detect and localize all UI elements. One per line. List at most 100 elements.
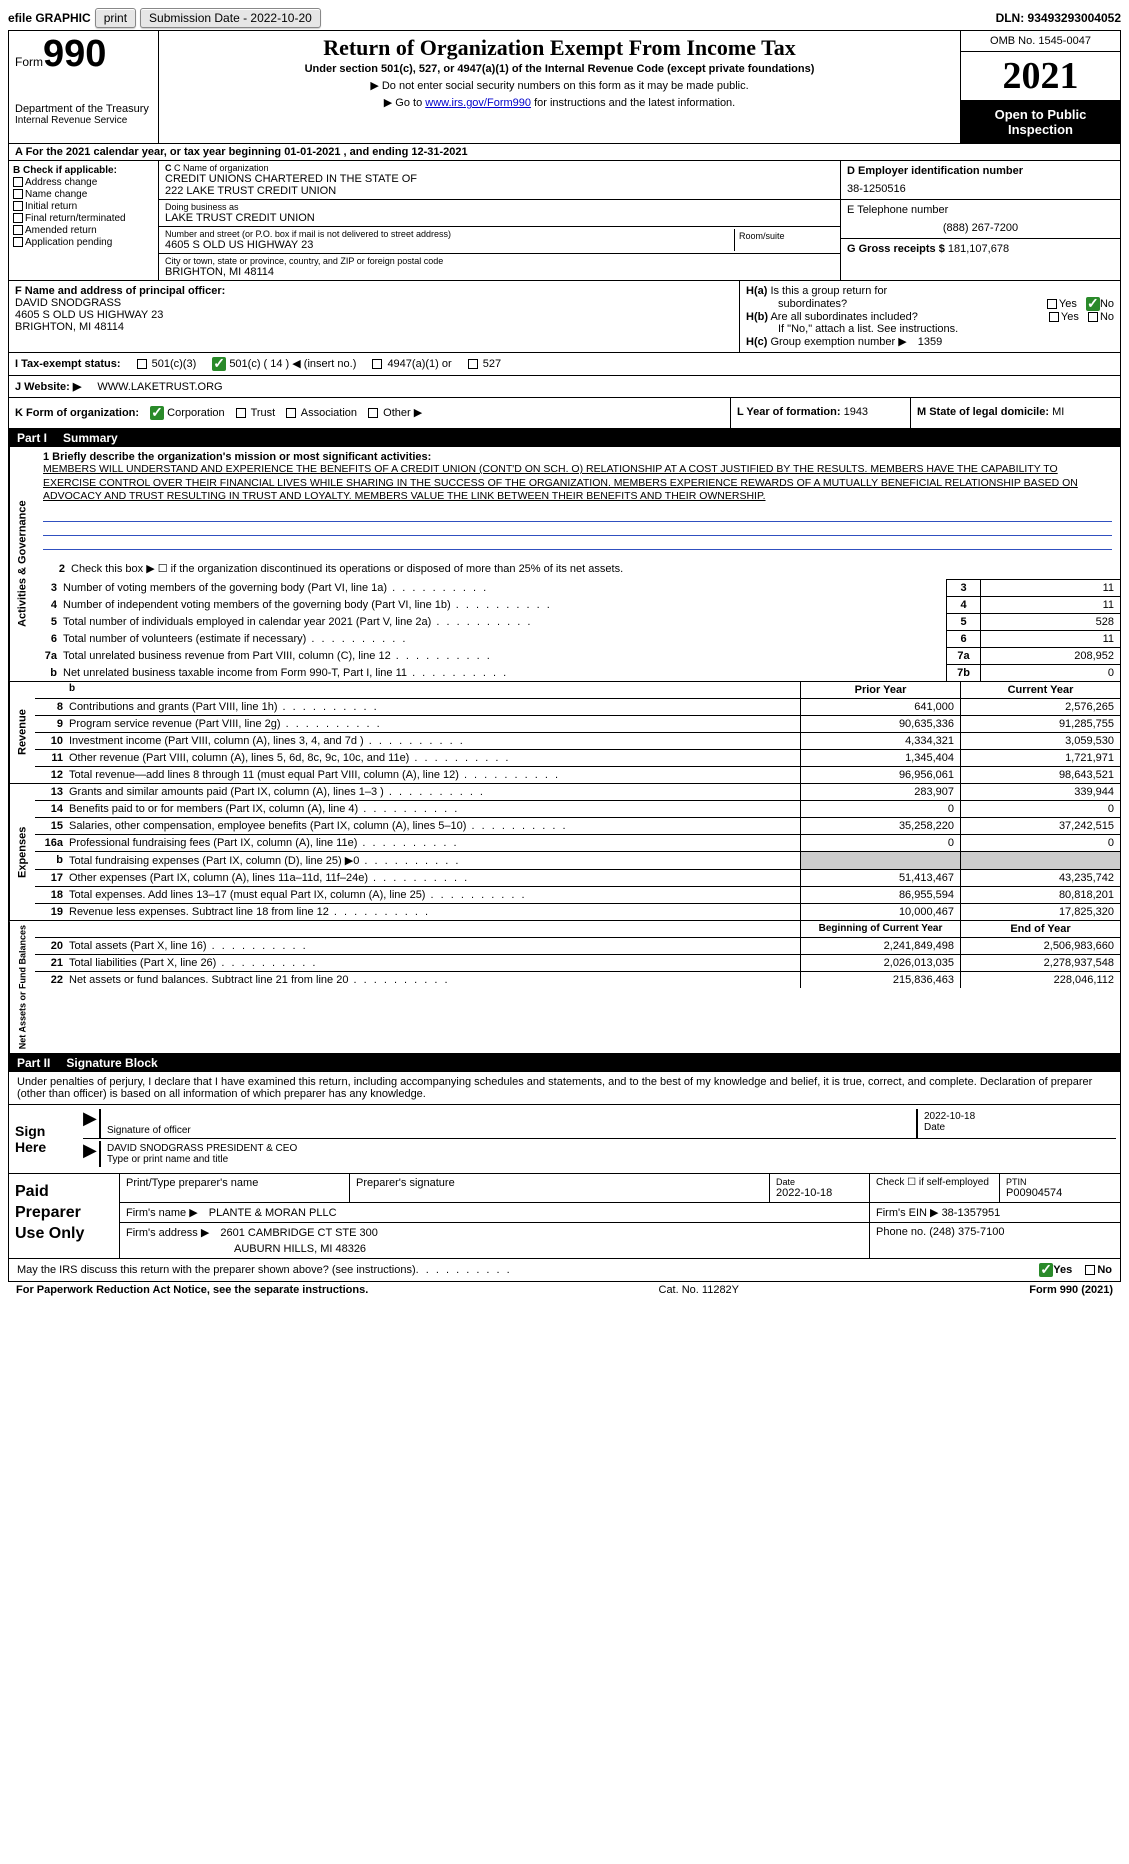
- ha-yes-checkbox[interactable]: [1047, 299, 1057, 309]
- b-app: Application pending: [25, 237, 112, 248]
- data-row-11: 11Other revenue (Part VIII, column (A), …: [35, 750, 1120, 767]
- ein-value: 38-1250516: [847, 183, 1114, 195]
- omb-number: OMB No. 1545-0047: [961, 31, 1120, 52]
- discuss-yes: Yes: [1053, 1264, 1072, 1276]
- box-num: 6: [946, 630, 980, 647]
- desc: Program service revenue (Part VIII, line…: [69, 716, 800, 732]
- ptin-label: PTIN: [1006, 1177, 1114, 1187]
- col-b-checkboxes: B Check if applicable: Address change Na…: [9, 161, 159, 280]
- sig-date-label: Date: [924, 1122, 1110, 1133]
- prep-name-label: Print/Type preparer's name: [120, 1174, 350, 1202]
- box-num: 4: [946, 596, 980, 613]
- ha-sub: subordinates?: [778, 298, 847, 310]
- k-corp-checkbox[interactable]: [150, 406, 164, 420]
- data-row-8: 8Contributions and grants (Part VIII, li…: [35, 699, 1120, 716]
- street-value: 4605 S OLD US HIGHWAY 23: [165, 239, 734, 251]
- checkbox-final[interactable]: [13, 213, 23, 223]
- part-2-header: Part II Signature Block: [9, 1054, 1120, 1072]
- instruction-ssn: ▶ Do not enter social security numbers o…: [165, 79, 954, 92]
- sig-arrow-2: ▶: [83, 1141, 99, 1167]
- checkbox-name[interactable]: [13, 189, 23, 199]
- checkbox-address[interactable]: [13, 177, 23, 187]
- sig-name: DAVID SNODGRASS PRESIDENT & CEO: [107, 1143, 1110, 1154]
- current-val: 0: [960, 835, 1120, 851]
- data-row-13: 13Grants and similar amounts paid (Part …: [35, 784, 1120, 801]
- discuss-no-checkbox[interactable]: [1085, 1265, 1095, 1275]
- print-button[interactable]: print: [95, 8, 136, 28]
- current-val: 0: [960, 801, 1120, 817]
- ln: b: [35, 667, 63, 679]
- box-val: 208,952: [980, 647, 1120, 664]
- current-val: 17,825,320: [960, 904, 1120, 920]
- b-final: Final return/terminated: [25, 213, 126, 224]
- current-val: 80,818,201: [960, 887, 1120, 903]
- row-j-website: J Website: ▶ WWW.LAKETRUST.ORG: [9, 376, 1120, 398]
- mission-text: MEMBERS WILL UNDERSTAND AND EXPERIENCE T…: [43, 463, 1112, 504]
- gov-line-7b: bNet unrelated business taxable income f…: [35, 664, 1120, 681]
- firm-ein: 38-1357951: [942, 1207, 1001, 1219]
- submission-date-button[interactable]: Submission Date - 2022-10-20: [140, 8, 321, 28]
- ln: 6: [35, 633, 63, 645]
- gov-line-3: 3Number of voting members of the governi…: [35, 579, 1120, 596]
- box-val: 11: [980, 596, 1120, 613]
- data-row-10: 10Investment income (Part VIII, column (…: [35, 733, 1120, 750]
- k-other-checkbox[interactable]: [368, 408, 378, 418]
- ha-yes: Yes: [1059, 298, 1077, 310]
- inst2-post: for instructions and the latest informat…: [531, 97, 735, 109]
- gross-value: 181,107,678: [948, 243, 1009, 255]
- m-label: M State of legal domicile:: [917, 406, 1049, 418]
- checkbox-amended[interactable]: [13, 225, 23, 235]
- prior-val: 283,907: [800, 784, 960, 800]
- i-527-checkbox[interactable]: [468, 359, 478, 369]
- prep-date-label: Date: [776, 1177, 863, 1187]
- phone-value: (248) 375-7100: [929, 1226, 1004, 1238]
- data-row-18: 18Total expenses. Add lines 13–17 (must …: [35, 887, 1120, 904]
- i-501c-checkbox[interactable]: [212, 357, 226, 371]
- data-row-20: 20Total assets (Part X, line 16)2,241,84…: [35, 938, 1120, 955]
- desc: Other expenses (Part IX, column (A), lin…: [69, 870, 800, 886]
- tax-year: 2021: [961, 52, 1120, 101]
- dln-label: DLN: 93493293004052: [996, 11, 1121, 25]
- begin-year-header: Beginning of Current Year: [800, 921, 960, 937]
- current-val: 339,944: [960, 784, 1120, 800]
- checkbox-application[interactable]: [13, 237, 23, 247]
- prior-val: 96,956,061: [800, 767, 960, 783]
- signature-block: Sign Here ▶ Signature of officer 2022-10…: [9, 1104, 1120, 1174]
- section-bcd: B Check if applicable: Address change Na…: [9, 161, 1120, 281]
- discuss-yes-checkbox[interactable]: [1039, 1263, 1053, 1277]
- c-name-label: C C Name of organization: [165, 163, 834, 173]
- i-4947-checkbox[interactable]: [372, 359, 382, 369]
- box-val: 11: [980, 630, 1120, 647]
- current-val: 43,235,742: [960, 870, 1120, 886]
- tel-value: (888) 267-7200: [847, 222, 1114, 234]
- ha-no-checkbox[interactable]: [1086, 297, 1100, 311]
- discuss-dots: [416, 1264, 512, 1276]
- ln: 9: [35, 716, 69, 732]
- firm-ein-label: Firm's EIN ▶: [876, 1207, 939, 1219]
- ln: b: [35, 852, 69, 869]
- i-501c3-checkbox[interactable]: [137, 359, 147, 369]
- ln: 20: [35, 938, 69, 954]
- org-name-2: 222 LAKE TRUST CREDIT UNION: [165, 185, 834, 197]
- header-left: Form 990 Department of the Treasury Inte…: [9, 31, 159, 143]
- m-value: MI: [1052, 406, 1064, 418]
- paid-preparer-label: Paid Preparer Use Only: [9, 1174, 119, 1258]
- irs-link[interactable]: www.irs.gov/Form990: [425, 97, 531, 109]
- hc-value: 1359: [918, 336, 942, 348]
- desc: Total liabilities (Part X, line 26): [69, 955, 800, 971]
- checkbox-initial[interactable]: [13, 201, 23, 211]
- underline-3: [43, 536, 1112, 550]
- gov-line-5: 5Total number of individuals employed in…: [35, 613, 1120, 630]
- current-val: 1,721,971: [960, 750, 1120, 766]
- officer-street: 4605 S OLD US HIGHWAY 23: [15, 309, 733, 321]
- col-c-org-info: C C Name of organization CREDIT UNIONS C…: [159, 161, 840, 280]
- hb-yes-checkbox[interactable]: [1049, 312, 1059, 322]
- hb-no-checkbox[interactable]: [1088, 312, 1098, 322]
- discuss-q: May the IRS discuss this return with the…: [17, 1264, 416, 1276]
- k-trust-checkbox[interactable]: [236, 408, 246, 418]
- ln: 11: [35, 750, 69, 766]
- prior-val: 641,000: [800, 699, 960, 715]
- form-number: 990: [43, 35, 106, 73]
- i-c14: 501(c) ( 14 ) ◀ (insert no.): [229, 358, 356, 370]
- k-assoc-checkbox[interactable]: [286, 408, 296, 418]
